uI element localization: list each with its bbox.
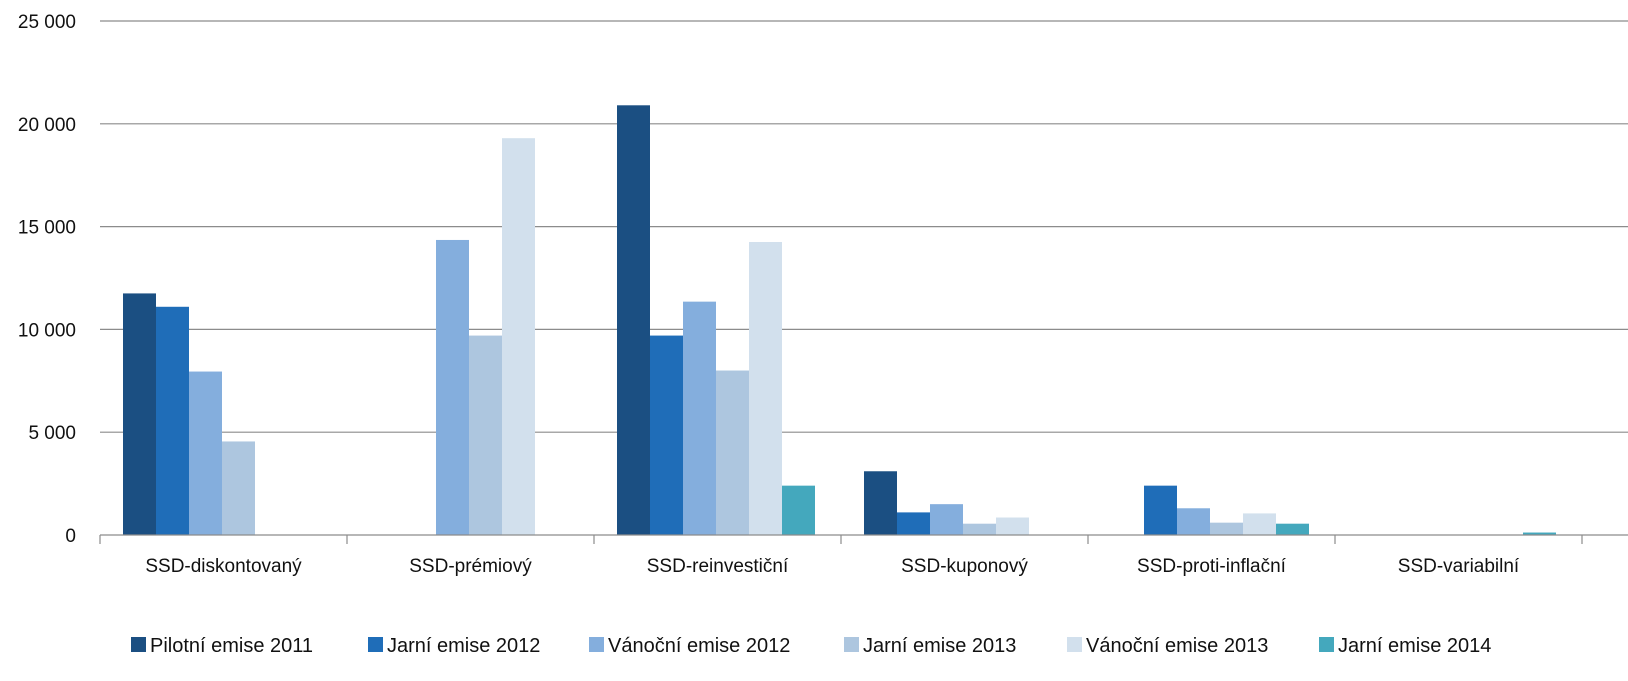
x-axis-category-labels: SSD-diskontovaný SSD-prémiový SSD-reinvest… [145,556,1520,577]
legend-label: Vánoční emise 2013 [1086,635,1268,657]
legend-swatch [589,637,604,652]
bar [683,302,716,535]
legend-swatch [1067,637,1082,652]
bar [1210,523,1243,535]
bar [996,518,1029,535]
bar [123,293,156,535]
bar [502,138,535,535]
legend-label: Vánoční emise 2012 [608,635,790,657]
bar [749,242,782,535]
x-category-label: SSD-reinvestiční [647,556,789,577]
legend-swatch [131,637,146,652]
bar [189,372,222,535]
legend-swatch [368,637,383,652]
gridlines [100,21,1628,432]
bar [156,307,189,535]
x-category-label: SSD-kuponový [901,556,1028,577]
bar [897,512,930,535]
x-axis [100,535,1628,544]
y-tick-label: 20 000 [18,115,76,136]
bar [1276,524,1309,535]
legend-label: Jarní emise 2013 [863,635,1016,657]
bar [864,471,897,535]
y-tick-label: 0 [65,526,76,547]
bar [436,240,469,535]
y-axis-tick-labels: 0 5 000 10 000 15 000 20 000 25 000 [18,12,76,547]
bar [222,441,255,535]
bar [963,524,996,535]
y-tick-label: 5 000 [28,423,76,444]
bar [617,105,650,535]
bar [1144,486,1177,535]
y-tick-label: 15 000 [18,218,76,239]
legend: Pilotní emise 2011 Jarní emise 2012 Vánočn… [131,635,1491,657]
legend-label: Pilotní emise 2011 [150,635,313,657]
bars [123,105,1556,535]
x-category-label: SSD-proti-inflační [1137,556,1287,577]
legend-label: Jarní emise 2012 [387,635,540,657]
bar [469,336,502,535]
bar [650,336,683,535]
bar [716,371,749,535]
x-category-label: SSD-prémiový [409,556,532,577]
y-tick-label: 10 000 [18,320,76,341]
bar [1177,508,1210,535]
y-tick-label: 25 000 [18,12,76,33]
x-category-label: SSD-diskontovaný [145,556,302,577]
x-category-label: SSD-variabilní [1398,556,1520,577]
legend-swatch [1319,637,1334,652]
legend-swatch [844,637,859,652]
bar [1243,513,1276,535]
legend-label: Jarní emise 2014 [1338,635,1491,657]
bar [930,504,963,535]
bar [782,486,815,535]
